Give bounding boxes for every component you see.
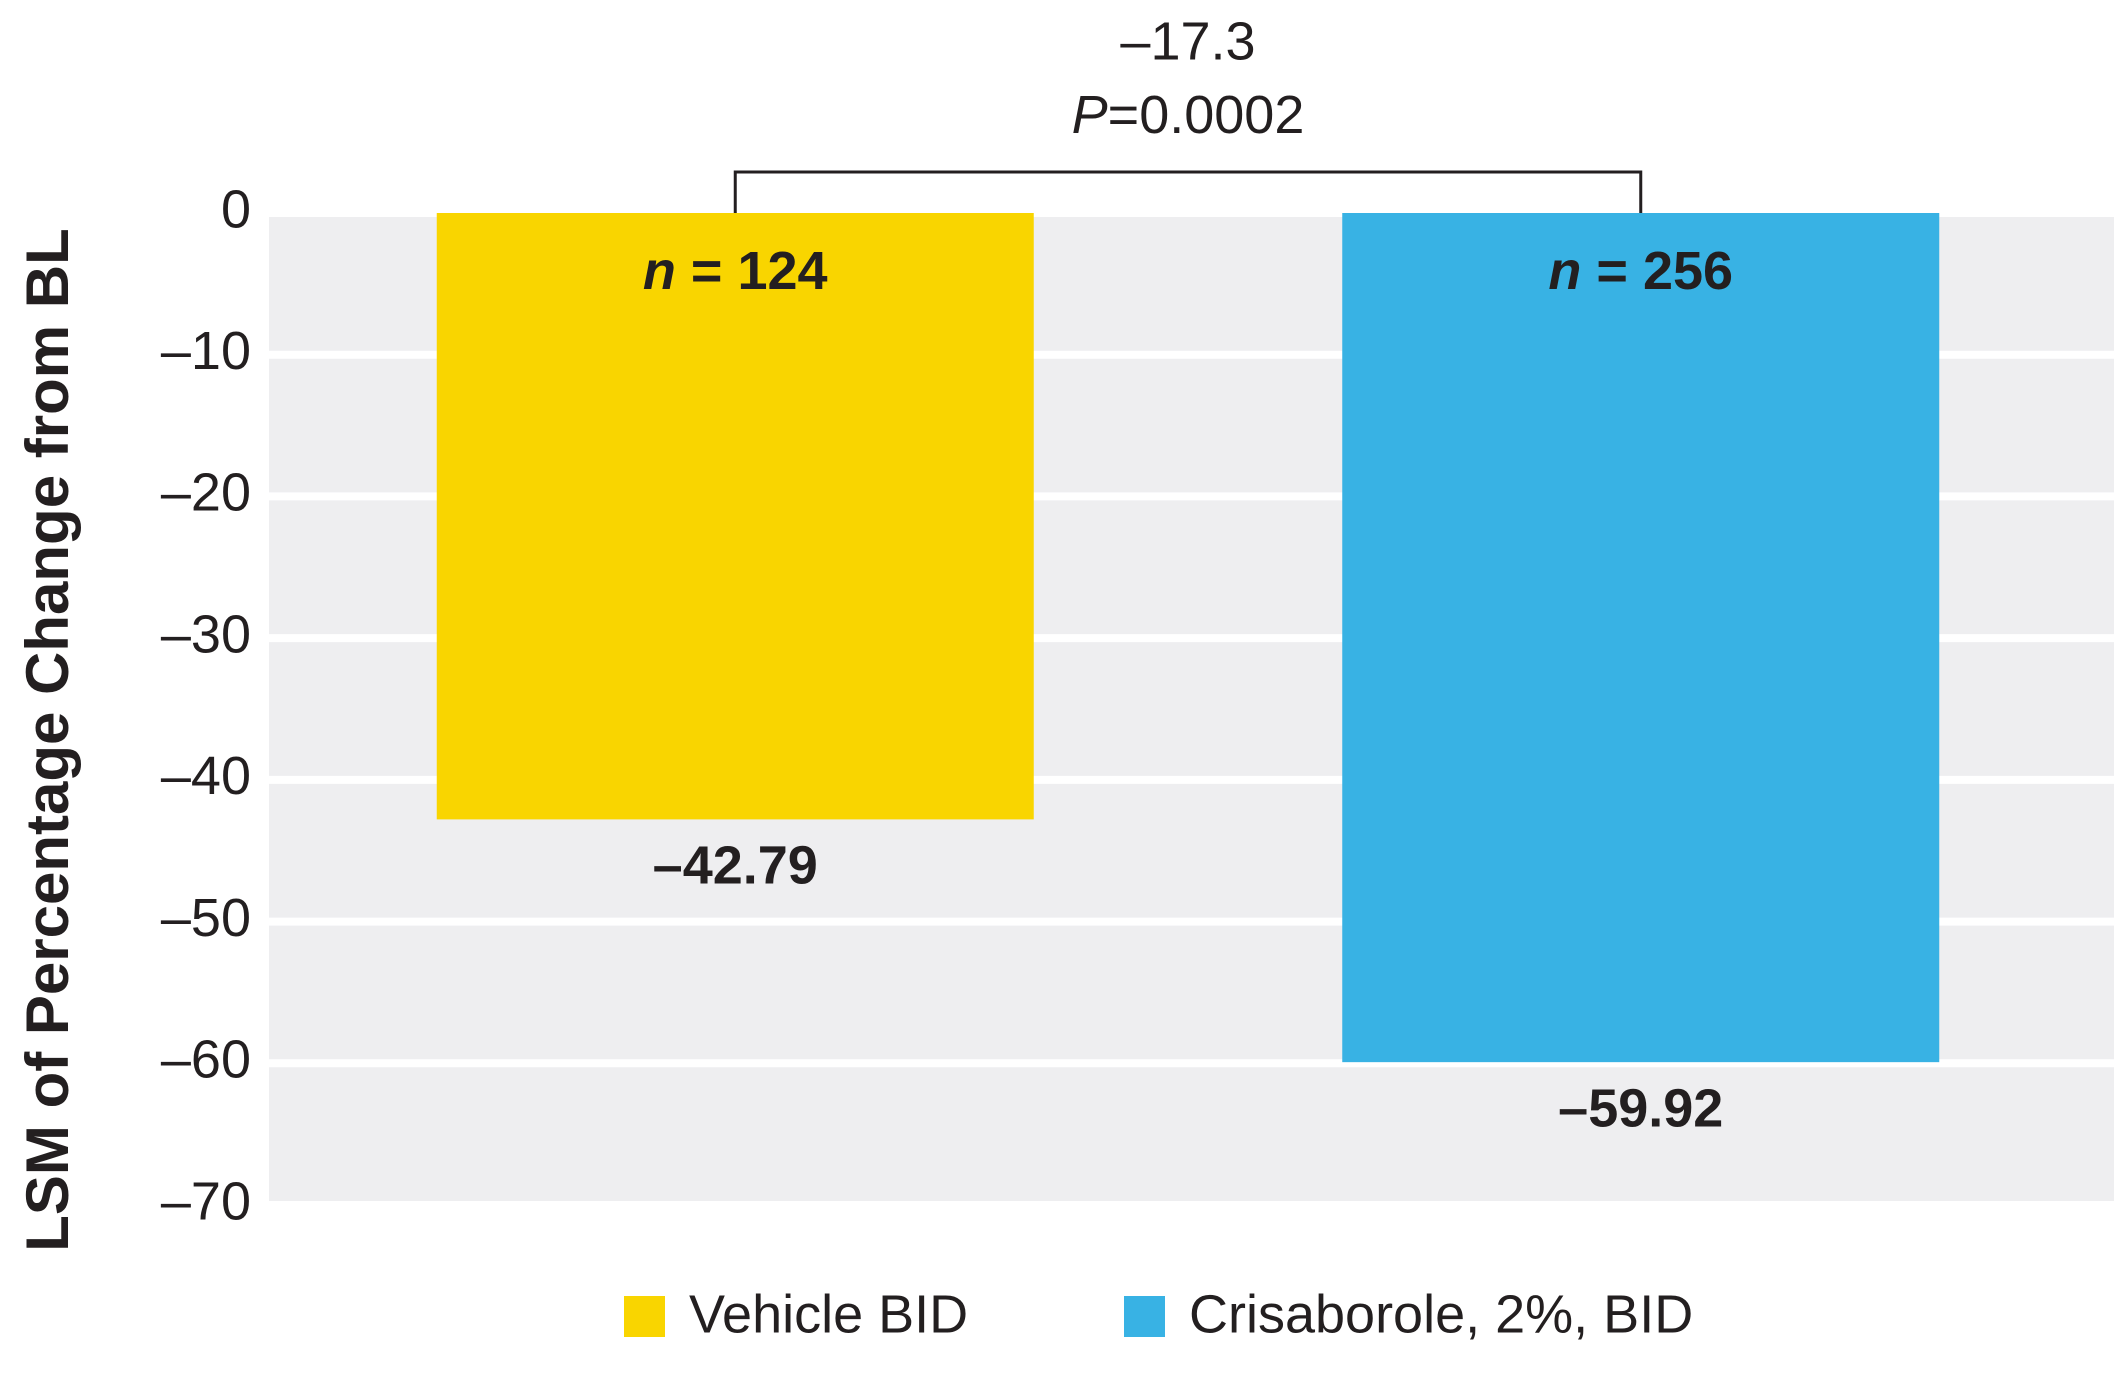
p-symbol: P — [1072, 85, 1108, 145]
sample-size-text: = 256 — [1581, 241, 1733, 301]
y-tick-label: –10 — [161, 321, 251, 381]
y-tick-label: –50 — [161, 888, 251, 948]
value-label: –42.79 — [653, 836, 818, 896]
bar — [436, 213, 1034, 820]
bar — [1342, 213, 1940, 1063]
value-label: –59.92 — [1558, 1078, 1723, 1138]
sample-size-text: = 124 — [676, 241, 828, 301]
legend-swatch — [624, 1296, 665, 1337]
comparison-bracket — [733, 170, 1643, 213]
comparison-difference: –17.3 — [1120, 11, 1255, 71]
y-tick-label: –40 — [161, 746, 251, 806]
y-tick-label: –70 — [161, 1171, 251, 1231]
comparison-p: P=0.0002 — [1072, 85, 1305, 145]
legend-label: Vehicle BID — [689, 1284, 968, 1344]
sample-size-symbol: n — [643, 241, 676, 301]
y-tick-label: –20 — [161, 463, 251, 523]
sample-size-label: n = 256 — [1548, 241, 1733, 301]
p-value: =0.0002 — [1108, 85, 1305, 145]
y-tick-label: –60 — [161, 1030, 251, 1090]
sample-size-label: n = 124 — [643, 241, 828, 301]
y-tick-label: 0 — [221, 179, 251, 239]
y-tick-label: –30 — [161, 604, 251, 664]
legend-label: Crisaborole, 2%, BID — [1189, 1284, 1693, 1344]
legend-swatch — [1124, 1296, 1165, 1337]
y-axis-title: LSM of Percentage Change from BL — [14, 228, 81, 1251]
sample-size-symbol: n — [1548, 241, 1581, 301]
